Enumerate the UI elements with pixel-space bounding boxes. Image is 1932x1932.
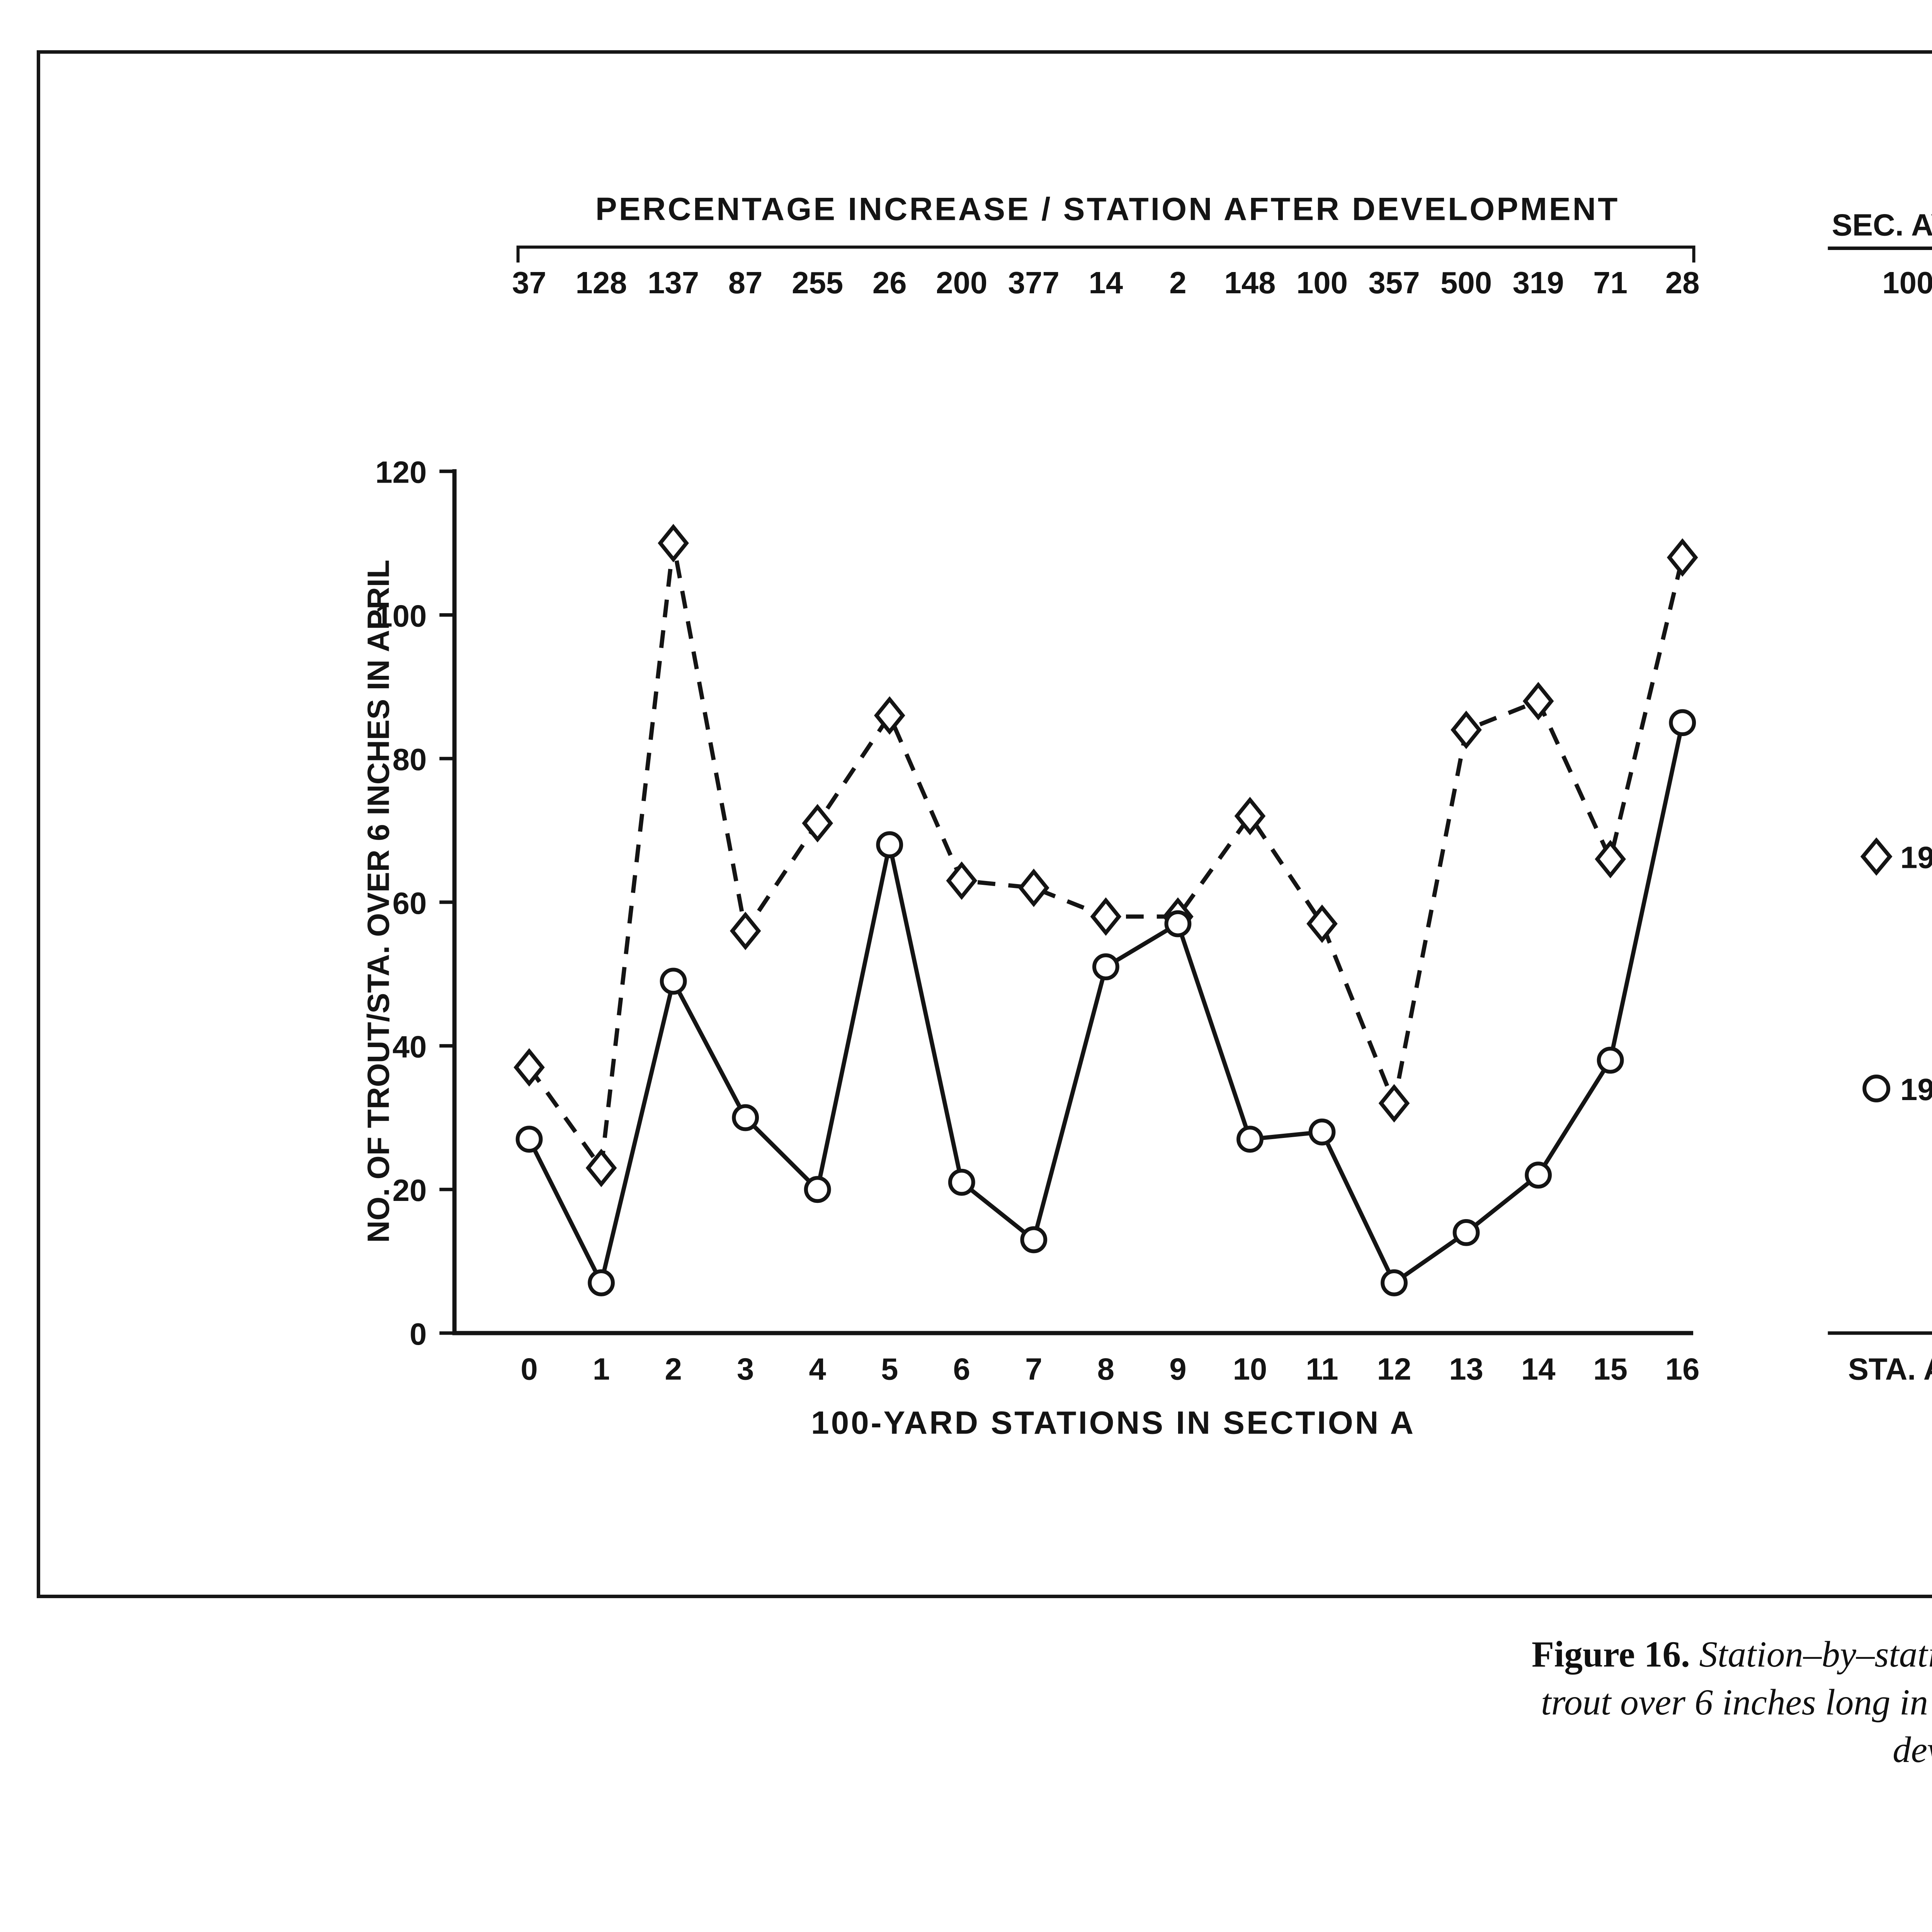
x-tick-label: 16 [1665, 1352, 1700, 1386]
x-tick-label: 12 [1377, 1352, 1412, 1386]
percent-increase-value: 71 [1593, 265, 1628, 300]
data-point-diamond [946, 861, 978, 900]
data-point-circle [1669, 709, 1696, 736]
data-point-diamond [1018, 868, 1049, 907]
data-point-circle [948, 1168, 975, 1196]
data-point-diamond [585, 1148, 617, 1187]
x-tick-label: 0 [520, 1352, 537, 1386]
x-tick-label: 7 [1025, 1352, 1042, 1386]
legend-circle-icon [1862, 1075, 1890, 1102]
data-point-circle [876, 831, 903, 859]
legend-label-1965-67: 1965-67 AVG. [1900, 840, 1932, 875]
y-tick-label: 120 [375, 455, 427, 490]
sec-avg-value: 100 [1882, 265, 1932, 300]
data-point-diamond [1667, 538, 1698, 577]
data-point-circle [1020, 1226, 1048, 1253]
data-point-circle [1164, 910, 1192, 937]
data-point-diamond [1090, 897, 1122, 936]
sta-avg-label: STA. AVG. [1848, 1352, 1932, 1386]
data-point-diamond [658, 524, 689, 563]
data-point-diamond [874, 696, 905, 735]
y-tick-label: 20 [393, 1173, 427, 1208]
x-tick-label: 13 [1449, 1352, 1483, 1386]
percent-increase-value: 37 [512, 265, 546, 300]
x-tick-label: 2 [665, 1352, 682, 1386]
data-point-circle [660, 968, 687, 995]
data-point-diamond [1522, 682, 1554, 721]
figure-panel: 0 20 40 60 80 100 120 0 1 2 3 4 5 6 7 8 9 10 11 12 13 14 15 16 3… [37, 50, 1932, 1598]
x-tick-label: 11 [1306, 1352, 1338, 1386]
data-point-circle [1092, 953, 1119, 981]
percent-bracket [516, 245, 1696, 263]
data-point-circle [1381, 1269, 1408, 1296]
percent-increase-value: 128 [576, 265, 627, 300]
legend-label-1961-63: 1961-63 AVG. [1900, 1072, 1932, 1107]
percent-increase-value: 26 [872, 265, 907, 300]
percent-increase-value: 28 [1665, 265, 1700, 300]
data-point-circle [732, 1104, 759, 1131]
y-tick-label: 100 [375, 599, 427, 633]
data-point-diamond [1451, 711, 1482, 749]
sec-avg-label: SEC. AVG. [1832, 208, 1932, 242]
data-point-circle [1236, 1126, 1264, 1153]
legend-diamond-icon [1860, 837, 1893, 876]
top-axis-title: PERCENTAGE INCREASE / STATION AFTER DEVE… [595, 191, 1619, 227]
percent-increase-value: 148 [1224, 265, 1276, 300]
figure-caption: Figure 16. Station–by–station changes in… [1522, 1631, 1932, 1774]
data-point-diamond [514, 1048, 545, 1087]
data-point-diamond [802, 804, 833, 843]
data-point-diamond [730, 912, 761, 951]
x-tick-label: 8 [1097, 1352, 1114, 1386]
data-point-circle [804, 1176, 831, 1203]
data-point-circle [1308, 1118, 1336, 1146]
x-tick-label: 15 [1593, 1352, 1628, 1386]
percent-increase-value: 357 [1368, 265, 1420, 300]
y-tick-label: 60 [393, 886, 427, 920]
x-tick-label: 14 [1521, 1352, 1556, 1386]
y-tick-label: 80 [393, 742, 427, 777]
data-point-circle [1597, 1046, 1624, 1074]
series-line-1965-67 [527, 541, 1685, 1170]
figure-caption-text: Station–by–station changes in the number… [1541, 1634, 1932, 1770]
percent-increase-value: 100 [1296, 265, 1348, 300]
data-point-circle [1452, 1219, 1480, 1246]
x-tick-label: 9 [1169, 1352, 1186, 1386]
data-point-circle [588, 1269, 615, 1296]
percent-increase-value: 14 [1089, 265, 1123, 300]
percent-increase-value: 200 [936, 265, 987, 300]
data-point-circle [1525, 1162, 1552, 1189]
data-point-diamond [1234, 797, 1266, 835]
data-point-diamond [1306, 904, 1338, 943]
x-axis-title: 100-YARD STATIONS IN SECTION A [811, 1404, 1415, 1440]
series-line-1961-63 [527, 722, 1685, 1285]
percent-increase-value: 255 [792, 265, 843, 300]
percent-increase-value: 500 [1440, 265, 1492, 300]
y-tick-label: 40 [393, 1030, 427, 1064]
x-tick-label: 3 [737, 1352, 754, 1386]
data-point-circle [515, 1126, 543, 1153]
x-tick-label: 1 [593, 1352, 610, 1386]
percent-increase-value: 319 [1513, 265, 1564, 300]
x-tick-label: 5 [881, 1352, 898, 1386]
y-axis-title: NO. OF TROUT/STA. OVER 6 INCHES IN APRIL [361, 560, 396, 1243]
x-tick-label: 10 [1233, 1352, 1267, 1386]
x-tick-label: 4 [809, 1352, 826, 1386]
figure-caption-label: Figure 16. [1531, 1634, 1690, 1675]
percent-increase-value: 2 [1169, 265, 1186, 300]
percent-increase-value: 377 [1008, 265, 1060, 300]
y-tick-label: 0 [410, 1317, 427, 1351]
data-point-diamond [1378, 1084, 1410, 1123]
data-point-diamond [1595, 840, 1626, 879]
percent-increase-value: 87 [728, 265, 763, 300]
x-tick-label: 6 [953, 1352, 970, 1386]
percent-increase-value: 137 [648, 265, 699, 300]
